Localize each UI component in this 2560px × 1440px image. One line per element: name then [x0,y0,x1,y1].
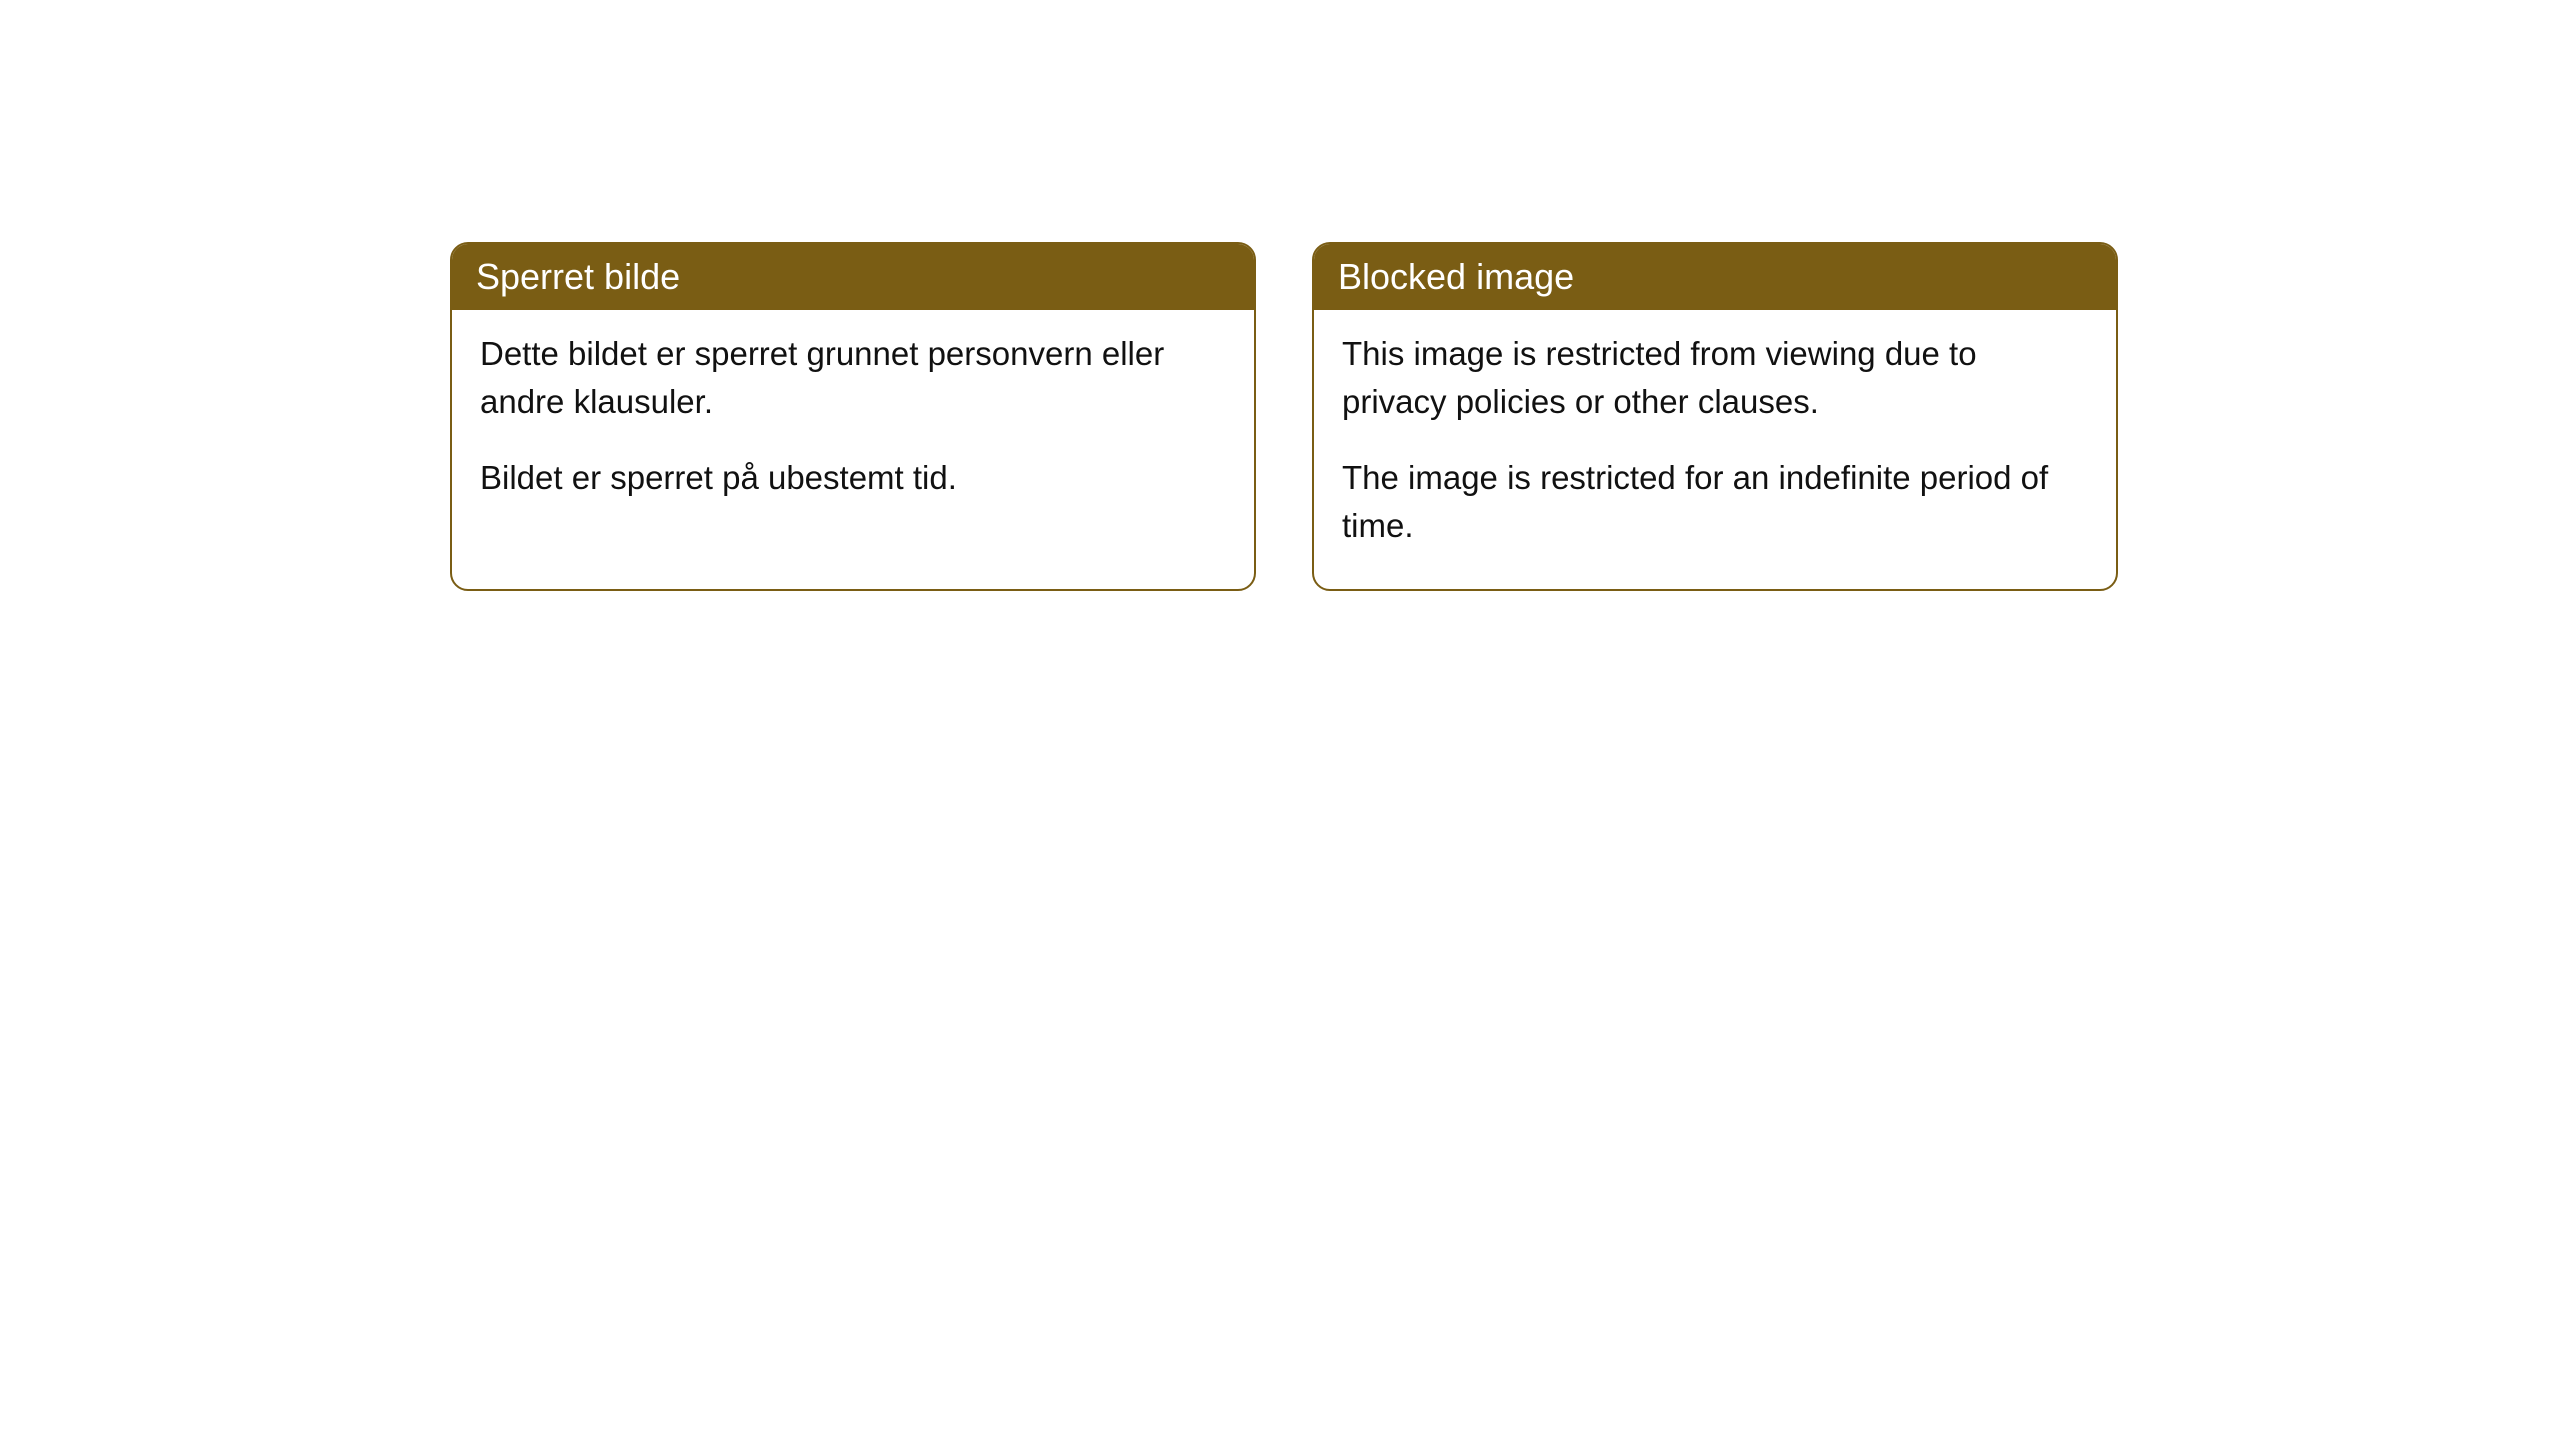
card-title: Blocked image [1338,256,1574,297]
card-body: Dette bildet er sperret grunnet personve… [452,310,1254,542]
card-title: Sperret bilde [476,256,680,297]
card-body: This image is restricted from viewing du… [1314,310,2116,589]
card-header: Blocked image [1314,244,2116,310]
card-paragraph: This image is restricted from viewing du… [1342,330,2088,426]
notice-card-english: Blocked image This image is restricted f… [1312,242,2118,591]
card-paragraph: Dette bildet er sperret grunnet personve… [480,330,1226,426]
card-paragraph: Bildet er sperret på ubestemt tid. [480,454,1226,502]
card-header: Sperret bilde [452,244,1254,310]
card-paragraph: The image is restricted for an indefinit… [1342,454,2088,550]
notice-cards-container: Sperret bilde Dette bildet er sperret gr… [450,242,2118,591]
notice-card-norwegian: Sperret bilde Dette bildet er sperret gr… [450,242,1256,591]
